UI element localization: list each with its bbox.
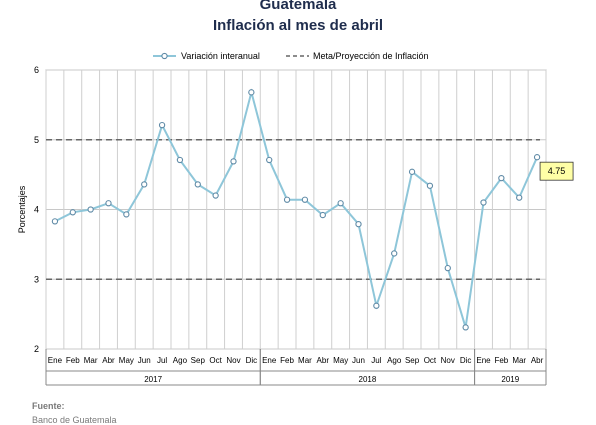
data-point xyxy=(230,158,237,165)
x-tick-label: Feb xyxy=(494,356,508,365)
source-label: Fuente: xyxy=(32,401,65,411)
x-tick-label: Mar xyxy=(512,356,526,365)
data-point xyxy=(141,181,148,188)
x-tick-label: Oct xyxy=(209,356,222,365)
x-tick-label: Ene xyxy=(476,356,491,365)
x-tick-label: Jun xyxy=(352,356,365,365)
x-tick-label: Abr xyxy=(317,356,330,365)
legend-series-marker xyxy=(161,52,168,60)
x-tick-label: Sep xyxy=(405,356,420,365)
chart-title: Guatemala xyxy=(259,0,337,13)
x-tick-label: Dic xyxy=(460,356,472,365)
x-tick-label: Nov xyxy=(441,356,455,365)
data-point xyxy=(533,154,541,161)
legend-series-label: Variación interanual xyxy=(181,51,260,61)
data-point xyxy=(391,250,398,257)
data-point xyxy=(498,174,505,182)
data-point xyxy=(355,220,362,228)
data-point xyxy=(123,211,130,218)
y-axis-label: Porcentajes xyxy=(17,185,27,233)
data-point xyxy=(176,156,184,164)
data-point xyxy=(266,156,273,164)
reference-lines xyxy=(46,138,540,281)
x-tick-label: Ago xyxy=(173,356,188,365)
chart-subtitle: Inflación al mes de abril xyxy=(212,17,384,34)
annotation-value: 4.75 xyxy=(548,166,566,176)
year-label: 2019 xyxy=(501,375,519,384)
source-text: Banco de Guatemala xyxy=(32,415,117,425)
x-tick-label: Ene xyxy=(48,356,63,365)
data-point xyxy=(462,324,469,331)
x-tick-label: Dic xyxy=(246,356,258,365)
x-tick-label: Mar xyxy=(84,356,98,365)
x-tick-label: Ene xyxy=(262,356,277,365)
data-point xyxy=(301,196,309,203)
annotation-box xyxy=(539,161,574,181)
y-tick-label: 3 xyxy=(34,274,39,284)
y-tick-label: 2 xyxy=(34,344,39,354)
data-point xyxy=(337,200,344,207)
x-tick-label: Ago xyxy=(387,356,402,365)
x-tick-label: Nov xyxy=(226,356,240,365)
x-tick-label: Jul xyxy=(371,356,381,365)
series-points xyxy=(51,89,541,331)
x-tick-label: Feb xyxy=(66,356,80,365)
series-line xyxy=(54,88,539,328)
y-tick-label: 4 xyxy=(34,205,39,215)
data-point xyxy=(194,181,201,188)
x-tick-label: Sep xyxy=(191,356,206,365)
data-point xyxy=(426,182,434,189)
series-variacion-line xyxy=(54,88,539,328)
data-point xyxy=(212,192,219,199)
data-point xyxy=(158,121,166,129)
x-tick-label: Oct xyxy=(424,356,437,365)
annotation: 4.75 xyxy=(539,161,574,181)
data-point xyxy=(283,196,291,203)
data-point xyxy=(51,218,59,225)
data-point xyxy=(248,89,255,96)
data-point xyxy=(480,199,487,206)
data-point xyxy=(444,264,451,272)
data-point xyxy=(516,194,523,201)
x-tick-label: May xyxy=(333,356,348,365)
data-point xyxy=(105,200,112,207)
y-tick-label: 5 xyxy=(34,135,39,145)
x-tick-label: Feb xyxy=(280,356,294,365)
data-point xyxy=(87,206,94,213)
x-tick-label: Abr xyxy=(531,356,544,365)
data-point xyxy=(408,168,416,175)
legend: Variación interanual Meta/Proyección de I… xyxy=(153,51,429,61)
data-point xyxy=(373,302,380,309)
x-tick-label: Jul xyxy=(157,356,167,365)
gridlines xyxy=(45,69,547,350)
legend-target-label: Meta/Proyección de Inflación xyxy=(313,51,429,61)
data-point xyxy=(69,209,76,216)
y-tick-label: 6 xyxy=(34,65,39,75)
x-tick-label: Abr xyxy=(102,356,115,365)
x-tick-label: May xyxy=(119,356,134,365)
x-tick-label: Jun xyxy=(138,356,151,365)
x-tick-label: Mar xyxy=(298,356,312,365)
year-label: 2018 xyxy=(359,375,377,384)
year-label: 2017 xyxy=(144,375,162,384)
data-point xyxy=(319,211,326,219)
